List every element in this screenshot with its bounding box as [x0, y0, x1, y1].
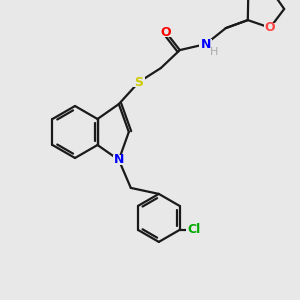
Text: N: N — [114, 153, 124, 167]
FancyBboxPatch shape — [186, 224, 202, 236]
FancyBboxPatch shape — [199, 39, 212, 49]
FancyBboxPatch shape — [209, 48, 219, 57]
Text: S: S — [134, 76, 143, 88]
Text: N: N — [201, 38, 211, 51]
Text: O: O — [160, 26, 171, 39]
FancyBboxPatch shape — [133, 77, 145, 87]
Text: H: H — [210, 47, 218, 57]
Text: O: O — [265, 21, 275, 34]
FancyBboxPatch shape — [113, 155, 125, 165]
FancyBboxPatch shape — [160, 27, 172, 37]
FancyBboxPatch shape — [264, 23, 276, 33]
Text: Cl: Cl — [187, 224, 200, 236]
